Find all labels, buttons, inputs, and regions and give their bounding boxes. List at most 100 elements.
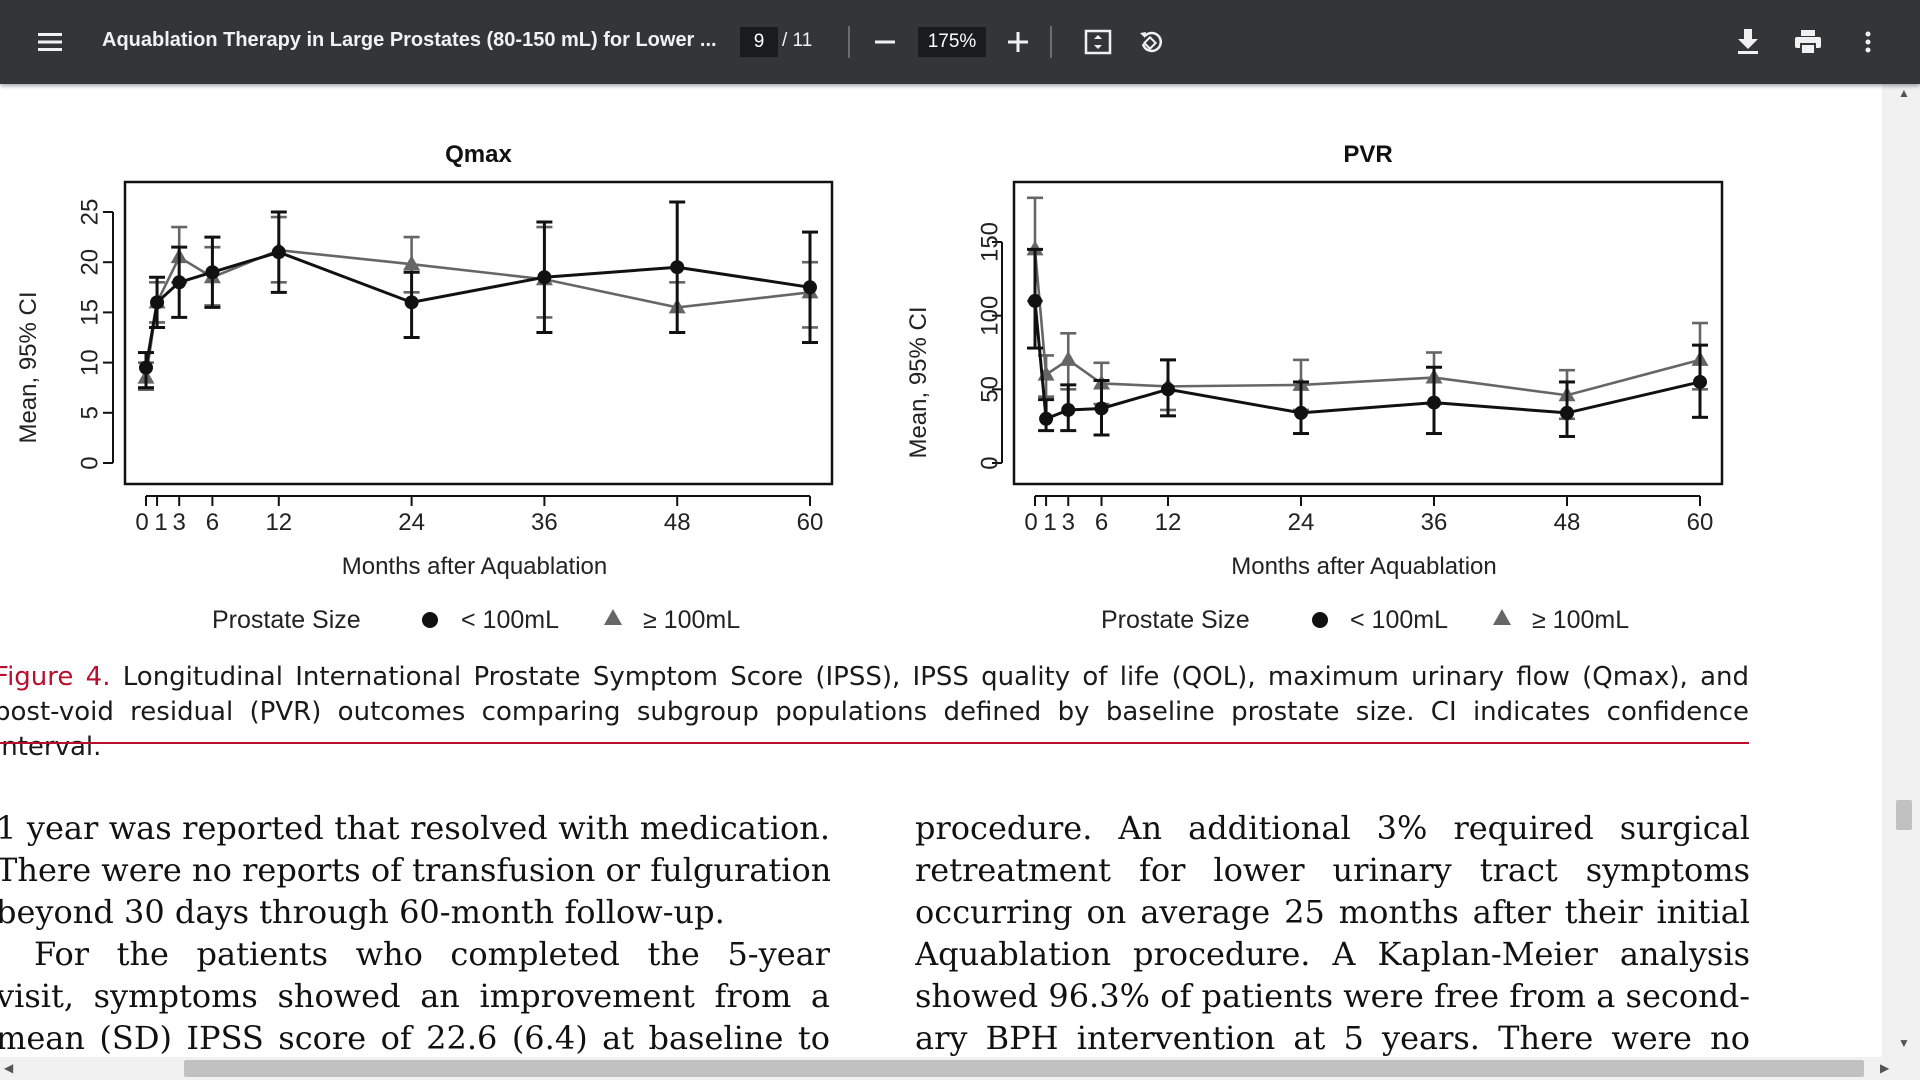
y-tick-label: 50 — [976, 376, 1003, 403]
data-point-circle — [1560, 405, 1574, 420]
download-icon — [1738, 29, 1758, 54]
rotate-button[interactable] — [1133, 24, 1169, 60]
x-axis-label: Months after Aquablation — [1231, 553, 1497, 580]
series-line-lt100 — [1033, 300, 1701, 421]
data-point-triangle — [403, 255, 421, 271]
data-point-circle — [1693, 374, 1707, 389]
zoom-in-button[interactable] — [1001, 24, 1035, 60]
zoom-level-input[interactable]: 175% — [918, 27, 986, 57]
plot-frame — [123, 180, 834, 486]
body-text-line: There were no reports of transfusion or … — [0, 851, 830, 889]
pdf-toolbar: Aquablation Therapy in Large Prostates (… — [0, 0, 1920, 84]
data-point-circle — [205, 265, 220, 280]
x-tick-label: 0 — [135, 509, 148, 536]
more-options-button[interactable] — [1850, 24, 1886, 60]
print-icon — [1795, 30, 1821, 55]
series-line-ge100 — [1033, 249, 1701, 397]
download-button[interactable] — [1730, 24, 1766, 60]
body-text-line: ary BPH intervention at 5 years. There w… — [915, 1019, 1750, 1057]
toolbar-divider — [848, 26, 850, 58]
x-tick-label: 1 — [154, 509, 167, 536]
legend-label: ≥ 100mL — [643, 606, 740, 634]
data-point-circle — [404, 295, 419, 310]
y-tick-label: 100 — [976, 296, 1003, 336]
legend-marker-circle — [1312, 612, 1328, 628]
data-point-circle — [1427, 395, 1441, 410]
series-line-lt100 — [144, 250, 811, 368]
data-point-circle — [1028, 293, 1042, 308]
data-point-circle — [1094, 401, 1109, 416]
series-line-ge100 — [144, 248, 811, 378]
x-tick-label: 36 — [1421, 509, 1448, 536]
print-button[interactable] — [1790, 24, 1826, 60]
data-point-triangle — [1059, 350, 1077, 366]
plot-frame — [1012, 180, 1724, 486]
data-point-circle — [1294, 405, 1308, 420]
data-point-circle — [172, 275, 187, 290]
body-text-line: retreatment for lower urinary tract symp… — [915, 851, 1750, 889]
data-point-circle — [537, 270, 552, 285]
x-tick-label: 3 — [1062, 509, 1075, 536]
y-tick-label: 10 — [76, 349, 103, 376]
data-point-circle — [670, 260, 685, 275]
more-icon — [1865, 31, 1871, 53]
horizontal-scrollbar[interactable]: ◀ ▶ — [0, 1057, 1920, 1080]
y-axis-label: Mean, 95% CI — [905, 306, 932, 458]
figure-caption-text: Longitudinal International Prostate Symp… — [0, 662, 1749, 762]
chart-title: Qmax — [445, 141, 512, 168]
figure-label: Figure 4. — [0, 662, 111, 692]
data-point-circle — [1039, 411, 1054, 426]
zoom-out-button[interactable] — [868, 24, 902, 60]
x-tick-label: 12 — [1155, 509, 1182, 536]
x-tick-label: 60 — [1687, 509, 1714, 536]
legend-title: Prostate Size — [212, 606, 361, 634]
scroll-up-icon[interactable]: ▲ — [1898, 86, 1910, 100]
scroll-down-icon[interactable]: ▼ — [1898, 1036, 1910, 1050]
data-point-circle — [1061, 402, 1076, 417]
chart-title: PVR — [1343, 141, 1392, 168]
y-tick-label: 0 — [976, 456, 1003, 469]
x-tick-label: 48 — [664, 509, 691, 536]
y-tick-label: 20 — [76, 249, 103, 276]
y-tick-label: 15 — [76, 299, 103, 326]
vertical-scroll-thumb[interactable] — [1896, 800, 1912, 830]
page-number-input[interactable]: 9 — [740, 27, 778, 57]
body-column-right: procedure. An additional 3% required sur… — [915, 807, 1750, 1057]
y-axis-label: Mean, 95% CI — [15, 291, 42, 443]
body-column-left: 1 year was reported that resolved with m… — [0, 807, 830, 1057]
x-tick-label: 6 — [1095, 509, 1108, 536]
data-point-circle — [803, 280, 817, 295]
fit-page-icon — [1084, 29, 1112, 55]
x-axis-label: Months after Aquablation — [342, 553, 608, 580]
x-tick-label: 12 — [265, 509, 292, 536]
x-tick-label: 24 — [1288, 509, 1315, 536]
legend-title: Prostate Size — [1101, 606, 1250, 634]
pdf-page-viewport[interactable]: Qmax 0 5 10 15 20 25 Mean, 95% CI 0 1 3 6 12 24 36 48 60… — [0, 84, 1882, 1057]
x-tick-label: 0 — [1024, 509, 1037, 536]
vertical-scrollbar[interactable]: ▲ ▼ — [1882, 84, 1920, 1057]
data-point-circle — [139, 360, 153, 375]
x-tick-label: 60 — [797, 509, 824, 536]
y-tick-label: 150 — [976, 222, 1003, 262]
horizontal-scroll-thumb[interactable] — [184, 1060, 1864, 1077]
menu-icon[interactable] — [30, 22, 70, 62]
scroll-right-icon[interactable]: ▶ — [1880, 1061, 1890, 1075]
body-text-line: procedure. An additional 3% required sur… — [915, 809, 1750, 847]
data-point-circle — [150, 295, 165, 310]
rotate-icon — [1140, 31, 1163, 53]
data-point-circle — [271, 245, 286, 260]
x-tick-label: 24 — [398, 509, 425, 536]
minus-icon — [875, 40, 895, 44]
body-text-line: occurring on average 25 months after the… — [915, 893, 1750, 931]
body-text-line: For the patients who completed the 5-yea… — [34, 935, 830, 973]
body-text-line: showed 96.3% of patients were free from … — [915, 977, 1750, 1015]
legend-marker-circle — [422, 612, 438, 628]
scroll-left-icon[interactable]: ◀ — [4, 1061, 14, 1075]
figure-caption: Figure 4. Longitudinal International Pro… — [0, 660, 1749, 765]
x-tick-label: 1 — [1043, 509, 1056, 536]
fit-page-button[interactable] — [1080, 24, 1116, 60]
y-tick-label: 25 — [76, 199, 103, 226]
document-title: Aquablation Therapy in Large Prostates (… — [102, 29, 717, 51]
page-total: / 11 — [782, 30, 813, 51]
